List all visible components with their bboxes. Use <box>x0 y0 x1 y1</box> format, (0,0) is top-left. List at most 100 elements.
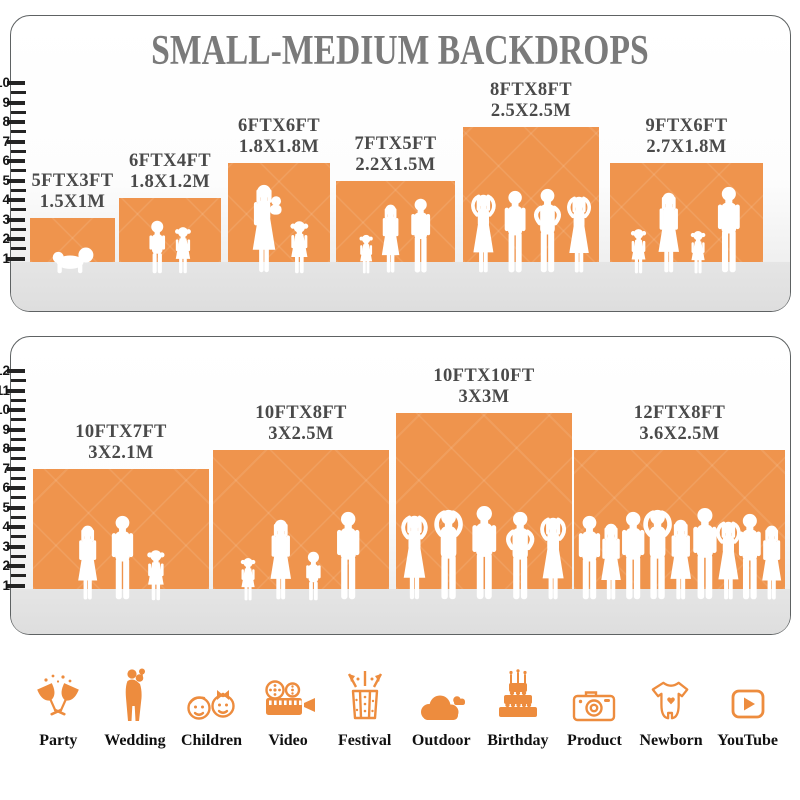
figure-group <box>574 507 785 601</box>
outdoor-icon <box>415 693 467 723</box>
backdrop-size-label: 8FTX8FT 2.5X2.5M <box>436 80 626 122</box>
ruler-minor-tick <box>11 535 26 539</box>
ruler-tick <box>7 427 25 432</box>
male-silhouette <box>107 515 138 601</box>
ruler-minor-tick <box>11 476 26 480</box>
category-item: Product <box>556 663 633 750</box>
category-item: Children <box>173 663 250 750</box>
category-label: Video <box>268 732 308 749</box>
backdrop-bar <box>30 218 115 262</box>
category-item: Birthday <box>480 663 557 750</box>
backdrop-bar <box>213 450 389 589</box>
ruler-number: 1 <box>2 577 10 593</box>
backdrop-size-label: 10FTX8FT 3X2.5M <box>206 403 396 445</box>
ruler-tick <box>7 100 25 105</box>
ruler-number: 2 <box>2 231 10 246</box>
size-feet: 6FTX6FT <box>238 116 320 136</box>
ruler-number: 6 <box>2 480 10 495</box>
ruler-minor-tick <box>11 398 26 402</box>
birthday-icon <box>495 669 541 723</box>
size-meters: 3.6X2.5M <box>639 424 720 444</box>
ruler-minor-tick <box>11 247 26 251</box>
video-icon-box <box>259 663 317 723</box>
ruler-tick <box>7 237 25 241</box>
category-label: Newborn <box>639 732 703 749</box>
small-medium-panel-top: 109876543215FTX3FT1.5X1M6FTX4FT1.8X1.2M6… <box>0 15 791 312</box>
ruler-number: 9 <box>2 421 10 437</box>
size-feet: 10FTX10FT <box>433 366 535 386</box>
ruler-number: 12 <box>0 363 10 378</box>
figure-group <box>396 505 572 601</box>
youtube-icon-box <box>729 663 767 723</box>
size-feet: 7FTX5FT <box>354 134 437 154</box>
ruler-minor-tick <box>11 110 26 114</box>
backdrop-size-label: 10FTX7FT 3X2.1M <box>26 422 216 464</box>
female-silhouette <box>654 192 684 274</box>
ruler-tick <box>7 256 25 261</box>
figure-group <box>213 511 389 601</box>
category-row: Party Wedding Children Video Festival Outdoor… <box>20 663 786 750</box>
party-icon-box <box>32 663 84 723</box>
ruler-minor-tick <box>11 457 26 461</box>
backdrop-bar <box>228 163 330 262</box>
ruler-tick <box>7 486 25 490</box>
category-label: YouTube <box>717 732 779 749</box>
male-silhouette <box>500 190 530 274</box>
video-icon <box>259 679 317 723</box>
festival-icon-box <box>341 663 389 723</box>
backdrop-size-label: 5FTX3FT 1.5X1M <box>0 171 168 213</box>
ruler-minor-tick <box>11 130 26 134</box>
backdrop-bar <box>574 450 785 589</box>
page-title: SMALL-MEDIUM BACKDROPS <box>151 28 649 74</box>
ruler-number: 10 <box>0 402 10 417</box>
youtube-icon <box>729 685 767 723</box>
wedding-icon-box <box>122 663 148 723</box>
category-label: Festival <box>338 732 392 749</box>
size-meters: 1.8X1.2M <box>129 172 211 192</box>
figure-group <box>463 188 599 274</box>
ruler-minor-tick <box>11 379 26 383</box>
category-item: Newborn <box>633 663 710 750</box>
category-label: Birthday <box>487 732 549 749</box>
figure-group <box>119 220 221 274</box>
festival-icon <box>341 667 389 723</box>
children-icon <box>182 687 240 723</box>
category-item: Party <box>20 663 97 750</box>
size-feet: 10FTX7FT <box>75 422 167 442</box>
size-feet: 8FTX8FT <box>490 80 572 100</box>
figure-group <box>336 198 455 274</box>
figure-group <box>610 186 763 274</box>
ruler-minor-tick <box>11 188 26 192</box>
birthday-icon-box <box>495 663 541 723</box>
size-feet: 9FTX6FT <box>645 116 728 136</box>
ruler-minor-tick <box>11 208 26 212</box>
ruler-tick <box>7 544 25 549</box>
ruler-tick <box>7 369 25 373</box>
category-label: Product <box>567 732 622 749</box>
female-silhouette <box>378 204 403 274</box>
ruler-number: 3 <box>2 211 10 227</box>
ruler-minor-tick <box>11 496 26 500</box>
girl-silhouette <box>357 234 375 274</box>
product-icon-box <box>571 663 617 723</box>
male-silhouette <box>467 505 502 601</box>
category-item: YouTube <box>709 663 786 750</box>
female-armsup-silhouette <box>399 515 430 601</box>
male-akimbo-silhouette <box>504 511 536 601</box>
newborn-icon <box>649 679 693 723</box>
ruler-tick <box>7 139 25 144</box>
male-armsup-silhouette <box>432 509 465 601</box>
ruler-tick <box>7 583 25 588</box>
ruler-tick <box>7 466 25 471</box>
female-silhouette <box>266 519 296 601</box>
backdrop-size-label: 6FTX6FT 1.8X1.8M <box>184 116 374 158</box>
small-medium-panel-bottom: 12111098765432110FTX7FT3X2.1M10FTX8FT3X2… <box>0 336 791 635</box>
girl-silhouette <box>238 557 258 601</box>
newborn-icon-box <box>649 663 693 723</box>
ruler-number: 8 <box>2 441 10 456</box>
figure-group <box>30 244 115 274</box>
size-meters: 2.7X1.8M <box>646 137 727 157</box>
category-item: Outdoor <box>403 663 480 750</box>
female-silhouette <box>758 525 785 601</box>
